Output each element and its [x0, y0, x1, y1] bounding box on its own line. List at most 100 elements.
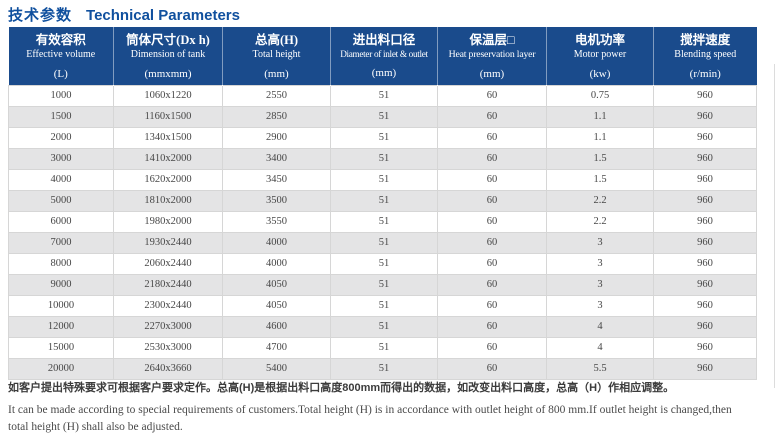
column-header: 电机功率 Motor power (kw): [546, 27, 654, 85]
column-header-en: Effective volume: [26, 48, 96, 60]
table-cell: 960: [653, 147, 757, 170]
table-cell: 2850: [222, 105, 331, 128]
column-header-zh: 电机功率: [574, 33, 625, 47]
table-cell: 60: [437, 294, 547, 317]
table-row: 3000 1410x2000 3400 51 60 1.5 960: [8, 147, 757, 170]
table-cell: 1810x2000: [113, 189, 223, 212]
table-cell: 4000: [222, 231, 331, 254]
page-title: 技术参数 Technical Parameters: [8, 4, 240, 25]
table-row: 8000 2060x2440 4000 51 60 3 960: [8, 252, 757, 275]
table-cell: 960: [653, 315, 757, 338]
table-cell: 960: [653, 105, 757, 128]
table-cell: 4600: [222, 315, 331, 338]
table-cell: 1000: [8, 84, 114, 107]
page-edge-divider: [774, 64, 775, 388]
table-cell: 51: [330, 126, 438, 149]
table-cell: 2550: [222, 84, 331, 107]
column-header-en: Heat preservation layer: [448, 48, 536, 60]
table-cell: 960: [653, 231, 757, 254]
table-cell: 1620x2000: [113, 168, 223, 191]
column-header-zh: 保温层□: [469, 33, 515, 47]
table-cell: 6000: [8, 210, 114, 233]
header-row: 有效容积 Effective volume (L) 筒体尺寸(Dx h) Dimensi…: [8, 27, 757, 85]
table-cell: 51: [330, 168, 438, 191]
table-cell: 51: [330, 147, 438, 170]
table-row: 1000 1060x1220 2550 51 60 0.75 960: [8, 84, 757, 107]
table-cell: 2060x2440: [113, 252, 223, 275]
column-header-en: Motor power: [573, 48, 627, 60]
table-cell: 7000: [8, 231, 114, 254]
table-row: 20000 2640x3660 5400 51 60 5.5 960: [8, 357, 757, 380]
table-row: 2000 1340x1500 2900 51 60 1.1 960: [8, 126, 757, 149]
table-cell: 51: [330, 105, 438, 128]
table-cell: 12000: [8, 315, 114, 338]
table-cell: 4: [546, 315, 654, 338]
table-cell: 1.1: [546, 105, 654, 128]
table-cell: 3450: [222, 168, 331, 191]
table-cell: 4050: [222, 294, 331, 317]
table-cell: 4050: [222, 273, 331, 296]
table-cell: 960: [653, 84, 757, 107]
table-cell: 60: [437, 189, 547, 212]
table-cell: 3000: [8, 147, 114, 170]
table-row: 12000 2270x3000 4600 51 60 4 960: [8, 315, 757, 338]
column-header-zh: 有效容积: [35, 33, 86, 47]
column-header: 总高(H) Total height (mm): [222, 27, 331, 85]
table-row: 5000 1810x2000 3500 51 60 2.2 960: [8, 189, 757, 212]
table-cell: 1.1: [546, 126, 654, 149]
technical-parameters-table: 有效容积 Effective volume (L) 筒体尺寸(Dx h) Dimensi…: [8, 27, 757, 380]
column-header-en: Blending speed: [674, 48, 737, 60]
table-cell: 60: [437, 273, 547, 296]
table-cell: 1.5: [546, 168, 654, 191]
table-cell: 2270x3000: [113, 315, 223, 338]
table-cell: 2.2: [546, 210, 654, 233]
column-header-zh: 进出料口径: [352, 33, 416, 47]
page-title-en: Technical Parameters: [86, 7, 240, 24]
table-cell: 4700: [222, 336, 331, 359]
table-cell: 60: [437, 252, 547, 275]
table-row: 1500 1160x1500 2850 51 60 1.1 960: [8, 105, 757, 128]
table-cell: 51: [330, 210, 438, 233]
table-row: 6000 1980x2000 3550 51 60 2.2 960: [8, 210, 757, 233]
column-header-unit: (r/min): [689, 68, 721, 81]
footnote-chinese: 如客户提出特殊要求可根据客户要求定作。总高(H)是根据出料口高度800mm而得出…: [8, 382, 675, 394]
table-cell: 3: [546, 273, 654, 296]
column-header-unit: (mmxmm): [144, 68, 192, 81]
table-cell: 2000: [8, 126, 114, 149]
table-cell: 15000: [8, 336, 114, 359]
table-cell: 8000: [8, 252, 114, 275]
table-cell: 60: [437, 210, 547, 233]
table-cell: 1340x1500: [113, 126, 223, 149]
table-cell: 3: [546, 231, 654, 254]
table-cell: 1410x2000: [113, 147, 223, 170]
table-header: 有效容积 Effective volume (L) 筒体尺寸(Dx h) Dimensi…: [8, 27, 757, 85]
table-cell: 5.5: [546, 357, 654, 380]
table-cell: 60: [437, 84, 547, 107]
column-header-en: Dimension of tank: [130, 48, 206, 60]
table-cell: 3: [546, 252, 654, 275]
column-header-en: Total height: [252, 48, 301, 60]
table-cell: 1060x1220: [113, 84, 223, 107]
table-cell: 60: [437, 231, 547, 254]
table-cell: 1160x1500: [113, 105, 223, 128]
table-cell: 960: [653, 294, 757, 317]
table-row: 15000 2530x3000 4700 51 60 4 960: [8, 336, 757, 359]
column-header-unit: (mm): [371, 67, 397, 80]
table-cell: 51: [330, 84, 438, 107]
table-cell: 4: [546, 336, 654, 359]
table-cell: 3400: [222, 147, 331, 170]
table-cell: 60: [437, 168, 547, 191]
column-header-zh: 筒体尺寸(Dx h): [126, 33, 210, 47]
table-cell: 960: [653, 126, 757, 149]
table-cell: 2530x3000: [113, 336, 223, 359]
column-header-zh: 总高(H): [254, 33, 299, 47]
table-cell: 960: [653, 273, 757, 296]
table-cell: 960: [653, 168, 757, 191]
footnote-english-line2: total height (H) shall also be adjusted.: [8, 421, 183, 433]
table-cell: 51: [330, 189, 438, 212]
column-header: 筒体尺寸(Dx h) Dimension of tank (mmxmm): [113, 27, 223, 85]
table-cell: 4000: [222, 252, 331, 275]
column-header: 搅拌速度 Blending speed (r/min): [653, 27, 757, 85]
table-row: 4000 1620x2000 3450 51 60 1.5 960: [8, 168, 757, 191]
